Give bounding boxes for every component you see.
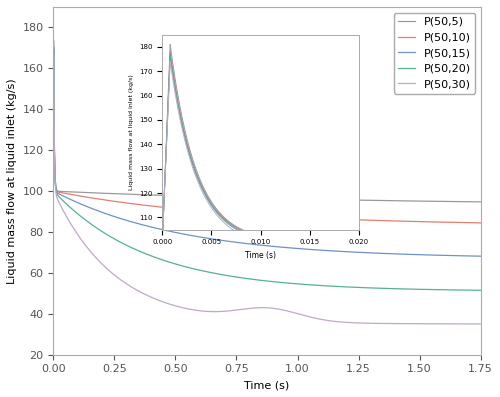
P(50,5) bbox=[370, 198, 376, 203]
Line: P(50,20): P(50,20) bbox=[54, 50, 480, 290]
P(50,30) bbox=[306, 314, 312, 319]
Line: P(50,15): P(50,15) bbox=[54, 48, 480, 256]
P(50,30) bbox=[50, 189, 56, 193]
P(50,20) bbox=[128, 245, 134, 250]
Line: P(50,5): P(50,5) bbox=[54, 40, 480, 202]
P(50,15) bbox=[214, 237, 220, 242]
P(50,5) bbox=[402, 198, 408, 203]
P(50,20) bbox=[214, 271, 220, 276]
P(50,30) bbox=[128, 284, 134, 289]
P(50,20) bbox=[478, 288, 484, 293]
P(50,30) bbox=[328, 319, 334, 324]
P(50,5) bbox=[50, 189, 56, 193]
P(50,5) bbox=[50, 38, 56, 43]
P(50,10) bbox=[50, 44, 56, 48]
P(50,5) bbox=[128, 192, 134, 197]
Line: P(50,10): P(50,10) bbox=[54, 46, 480, 223]
P(50,10) bbox=[306, 216, 312, 220]
P(50,10) bbox=[214, 210, 220, 215]
P(50,20) bbox=[328, 284, 334, 289]
Line: P(50,30): P(50,30) bbox=[54, 54, 480, 324]
P(50,15) bbox=[128, 219, 134, 224]
Legend: P(50,5), P(50,10), P(50,15), P(50,20), P(50,30): P(50,5), P(50,10), P(50,15), P(50,20), P… bbox=[394, 12, 475, 94]
P(50,15) bbox=[306, 247, 312, 252]
P(50,10) bbox=[328, 216, 334, 221]
P(50,20) bbox=[402, 287, 408, 291]
P(50,30) bbox=[402, 321, 408, 326]
P(50,20) bbox=[50, 47, 56, 52]
Y-axis label: Liquid mass flow at liquid inlet (kg/s): Liquid mass flow at liquid inlet (kg/s) bbox=[7, 78, 17, 284]
P(50,10) bbox=[478, 220, 484, 225]
X-axis label: Time (s): Time (s) bbox=[244, 380, 290, 390]
P(50,10) bbox=[50, 189, 56, 193]
P(50,20) bbox=[50, 189, 56, 193]
P(50,5) bbox=[306, 197, 312, 202]
P(50,30) bbox=[214, 309, 220, 314]
P(50,10) bbox=[402, 219, 408, 224]
P(50,5) bbox=[214, 195, 220, 199]
P(50,5) bbox=[478, 200, 484, 204]
P(50,30) bbox=[478, 322, 484, 326]
P(50,15) bbox=[50, 46, 56, 50]
P(50,15) bbox=[50, 189, 56, 193]
P(50,10) bbox=[128, 201, 134, 206]
P(50,15) bbox=[370, 251, 376, 255]
P(50,20) bbox=[306, 282, 312, 287]
P(50,10) bbox=[370, 218, 376, 223]
P(50,15) bbox=[328, 249, 334, 253]
P(50,15) bbox=[402, 252, 408, 256]
P(50,30) bbox=[370, 321, 376, 326]
P(50,30) bbox=[50, 51, 56, 56]
P(50,20) bbox=[370, 285, 376, 290]
P(50,5) bbox=[328, 197, 334, 202]
P(50,15) bbox=[478, 254, 484, 258]
